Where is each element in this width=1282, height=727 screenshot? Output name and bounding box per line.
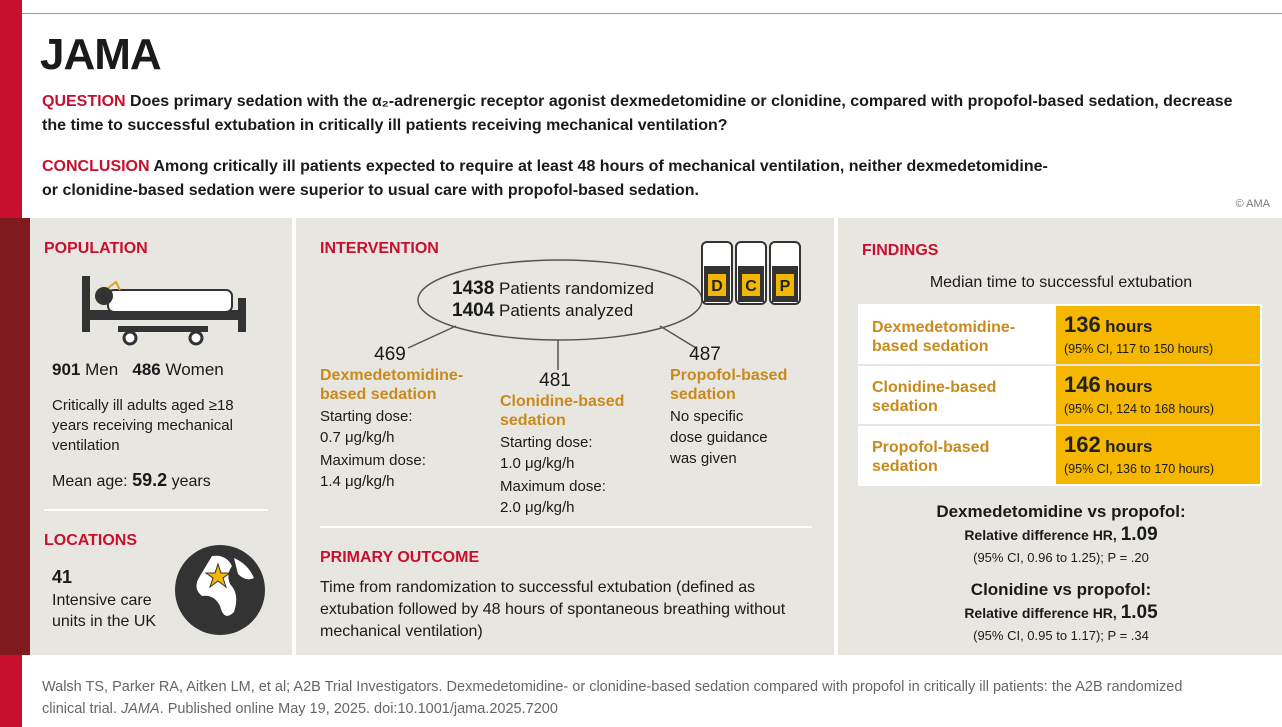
logo: JAMA xyxy=(40,30,162,79)
women-label: Women xyxy=(165,360,224,379)
divider xyxy=(320,526,812,528)
women-count: 486 xyxy=(132,360,161,379)
arm-n: 487 xyxy=(689,344,721,365)
row-value: 162 hours xyxy=(1064,432,1152,458)
citation: Walsh TS, Parker RA, Aitken LM, et al; A… xyxy=(42,676,1222,720)
globe-icon xyxy=(175,545,265,635)
text: Intensive care units in the UK xyxy=(52,592,157,630)
divider xyxy=(44,509,268,511)
question: QUESTION Does primary sedation with the … xyxy=(42,90,1252,138)
bags-icon: D C P xyxy=(701,241,801,305)
value-cell xyxy=(1056,426,1260,484)
value-cell xyxy=(1056,306,1260,364)
separator xyxy=(834,218,838,655)
comparison-ci: (95% CI, 0.96 to 1.25); P = .20 xyxy=(973,550,1149,565)
arm-name: Clonidine-based sedation xyxy=(500,393,625,429)
unit: hours xyxy=(1105,437,1153,456)
value: 1438 xyxy=(452,278,495,299)
men-count: 901 xyxy=(52,360,81,379)
text: Walsh TS, Parker RA, Aitken LM, et al; A… xyxy=(42,679,1183,717)
text: Among critically ill patients expected t… xyxy=(42,158,1048,199)
bag-label: P xyxy=(780,278,791,295)
arm-detail: Maximum dose: xyxy=(320,452,426,469)
label: CONCLUSION xyxy=(42,158,150,175)
value: 146 xyxy=(1064,372,1101,397)
copyright: © AMA xyxy=(1235,198,1270,210)
bag-label: C xyxy=(745,278,757,295)
top-rule xyxy=(22,13,1282,14)
unit: years xyxy=(171,473,211,490)
title: PRIMARY OUTCOME xyxy=(320,549,480,566)
title: POPULATION xyxy=(44,240,148,257)
analyzed: 1404 Patients analyzed xyxy=(452,300,633,322)
row-divider xyxy=(858,424,1262,426)
comparison-title: Dexmedetomidine vs propofol: xyxy=(936,502,1186,521)
unit: hours xyxy=(1105,377,1153,396)
arm-n: 469 xyxy=(374,344,406,365)
text: Time from randomization to successful ex… xyxy=(320,579,786,640)
label: Relative difference HR, xyxy=(964,527,1117,543)
bag-label: D xyxy=(711,278,723,295)
count: 41 xyxy=(52,567,73,587)
unit: hours xyxy=(1105,317,1153,336)
arm-detail: 1.4 μg/kg/h xyxy=(320,473,395,490)
arm-detail: was given xyxy=(670,450,737,467)
journal: JAMA xyxy=(120,701,160,717)
title: INTERVENTION xyxy=(320,240,439,257)
label: Mean age: xyxy=(52,473,128,490)
comparison-title: Clonidine vs propofol: xyxy=(970,580,1152,599)
sex-counts: 901 Men 486 Women xyxy=(52,360,224,380)
hr: 1.05 xyxy=(1120,602,1158,623)
arm-detail: No specific xyxy=(670,408,744,425)
arm-detail: Starting dose: xyxy=(500,434,593,451)
panel-bar xyxy=(0,218,30,655)
label: Relative difference HR, xyxy=(964,605,1117,621)
arm-detail: 2.0 μg/kg/h xyxy=(500,499,575,516)
row-ci: (95% CI, 117 to 150 hours) xyxy=(1064,342,1214,356)
row-value: 136 hours xyxy=(1064,312,1152,338)
arm-detail: Starting dose: xyxy=(320,408,413,425)
text: Does primary sedation with the α₂-adrene… xyxy=(42,93,1233,134)
row-value: 146 hours xyxy=(1064,372,1152,398)
row-ci: (95% CI, 136 to 170 hours) xyxy=(1064,462,1215,476)
label: QUESTION xyxy=(42,93,126,110)
arm-detail: 1.0 μg/kg/h xyxy=(500,455,575,472)
row-name: Clonidine-based sedation xyxy=(872,379,997,415)
hr: 1.09 xyxy=(1120,524,1158,545)
bed-icon xyxy=(82,276,246,346)
randomized: 1438 Patients randomized xyxy=(452,278,654,300)
arm-n: 481 xyxy=(539,370,571,391)
arm-name: Dexmedetomidine-based sedation xyxy=(320,367,464,403)
separator xyxy=(292,218,296,655)
arm-detail: dose guidance xyxy=(670,429,768,446)
value-cell xyxy=(1056,366,1260,424)
value: 1404 xyxy=(452,300,495,321)
conclusion: CONCLUSION Among critically ill patients… xyxy=(42,155,1052,203)
comparison-ci: (95% CI, 0.95 to 1.17); P = .34 xyxy=(973,628,1149,643)
value: 136 xyxy=(1064,312,1101,337)
value: 59.2 xyxy=(132,470,168,490)
mean-age: Mean age: 59.2 years xyxy=(52,470,211,491)
row-name: Dexmedetomidine-based sedation xyxy=(872,319,1016,355)
value: 162 xyxy=(1064,432,1101,457)
row-name: Propofol-based sedation xyxy=(872,439,990,475)
arm-detail: 0.7 μg/kg/h xyxy=(320,429,395,446)
men-label: Men xyxy=(85,360,119,379)
rest: . Published online May 19, 2025. doi:10.… xyxy=(159,701,558,717)
row-ci: (95% CI, 124 to 168 hours) xyxy=(1064,402,1215,416)
comparison-hr: Relative difference HR, 1.09 xyxy=(860,524,1262,546)
label: Patients analyzed xyxy=(499,301,634,320)
arm-detail: Maximum dose: xyxy=(500,478,606,495)
comparison-hr: Relative difference HR, 1.05 xyxy=(860,602,1262,624)
row-divider xyxy=(858,364,1262,366)
description: Critically ill adults aged ≥18 years rec… xyxy=(52,397,234,454)
title: LOCATIONS xyxy=(44,532,138,549)
subtitle: Median time to successful extubation xyxy=(929,274,1193,291)
title: FINDINGS xyxy=(862,242,939,259)
label: Patients randomized xyxy=(499,279,654,298)
arm-name: Propofol-based sedation xyxy=(670,367,788,403)
flow-diagram: D C P xyxy=(407,241,801,370)
